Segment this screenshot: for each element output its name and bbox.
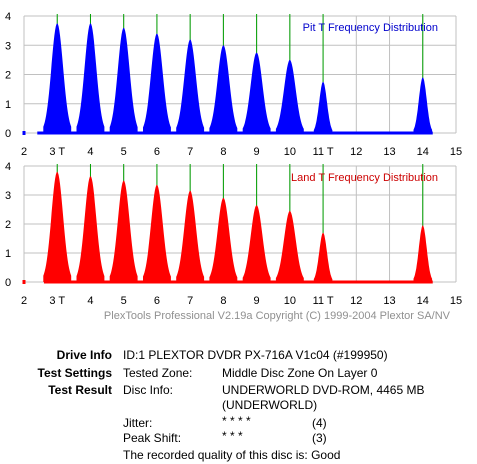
land-peak-6 [209, 197, 238, 282]
land-peak-1 [43, 171, 72, 282]
pit-origin-dot [22, 131, 26, 135]
jitter-score: (4) [312, 416, 327, 430]
land-y-tick-label: 2 [5, 219, 11, 231]
land-x-tick-label: 2 [21, 295, 27, 307]
pit-x-tick-label: 12 [350, 146, 362, 158]
tested-zone-key: Tested Zone: [123, 366, 193, 380]
land-x-tick-label: 14 [417, 295, 429, 307]
disc-info-key: Disc Info: [123, 383, 174, 397]
jitter-stars: * * * * [222, 414, 251, 428]
peak-shift-key: Peak Shift: [123, 431, 182, 445]
pit-x-tick-label: 6 [154, 146, 160, 158]
land-chart-title: Land T Frequency Distribution [291, 172, 438, 184]
land-x-tick-label: 11 T [313, 295, 334, 307]
pit-peak-10 [413, 77, 433, 133]
pit-x-tick-label: 7 [187, 146, 193, 158]
pit-x-tick-label: 10 [284, 146, 296, 158]
land-peak-5 [176, 190, 205, 282]
land-y-tick-label: 4 [5, 161, 11, 173]
land-y-tick-label: 3 [5, 190, 11, 202]
pit-x-tick-label: 13 [383, 146, 395, 158]
pit-y-tick-label: 1 [5, 99, 11, 111]
pit-x-tick-label: 8 [220, 146, 226, 158]
land-x-tick-label: 7 [187, 295, 193, 307]
pit-x-tick-label: 9 [254, 146, 260, 158]
land-peak-3 [109, 180, 138, 282]
land-y-tick-label: 0 [5, 277, 11, 289]
peak-shift-score: (3) [312, 431, 327, 445]
pit-x-tick-label: 3 T [49, 146, 65, 158]
land-x-tick-label: 6 [154, 295, 160, 307]
tested-zone-value: Middle Disc Zone On Layer 0 [222, 366, 378, 380]
land-x-tick-label: 3 T [49, 295, 65, 307]
copyright-text: PlexTools Professional V2.19a Copyright … [104, 310, 451, 322]
land-peak-2 [76, 176, 105, 282]
pit-x-tick-label: 5 [121, 146, 127, 158]
disc-info-value-line1: UNDERWORLD DVD-ROM, 4465 MB [222, 383, 425, 397]
test-settings-label: Test Settings [37, 366, 112, 380]
pit-peak-4 [143, 33, 171, 133]
pit-peak-5 [176, 39, 205, 133]
drive-info-value: ID:1 PLEXTOR DVDR PX-716A V1c04 (#199950… [123, 348, 388, 362]
land-x-tick-label: 13 [383, 295, 395, 307]
drive-info-label: Drive Info [56, 348, 112, 362]
pit-chart-title: Pit T Frequency Distribution [303, 22, 438, 34]
pit-peak-9 [313, 81, 333, 133]
land-peak-10 [413, 225, 433, 282]
pit-peak-8 [275, 59, 304, 133]
peak-shift-stars: * * * [222, 429, 243, 443]
land-y-tick-label: 1 [5, 248, 11, 260]
pit-y-tick-label: 3 [5, 40, 11, 52]
pit-x-tick-label: 4 [87, 146, 93, 158]
land-peak-8 [275, 210, 304, 282]
land-x-tick-label: 9 [254, 295, 260, 307]
land-x-tick-label: 5 [121, 295, 127, 307]
pit-peak-3 [109, 27, 138, 134]
quality-text: The recorded quality of this disc is: Go… [123, 448, 341, 462]
pit-x-tick-label: 2 [21, 146, 27, 158]
land-peak-4 [143, 184, 171, 282]
test-result-label: Test Result [48, 383, 112, 397]
land-x-tick-label: 15 [450, 295, 462, 307]
land-x-tick-label: 8 [220, 295, 226, 307]
land-x-tick-label: 12 [350, 295, 362, 307]
pit-y-tick-label: 4 [5, 11, 11, 23]
pit-x-tick-label: 15 [450, 146, 462, 158]
disc-info-value-line2: (UNDERWORLD) [222, 398, 318, 412]
pit-peak-6 [209, 45, 238, 133]
jitter-key: Jitter: [123, 416, 153, 430]
land-x-tick-label: 4 [87, 295, 93, 307]
pit-peak-7 [242, 52, 271, 133]
pit-y-tick-label: 0 [5, 128, 11, 140]
pit-x-tick-label: 14 [417, 146, 429, 158]
land-x-tick-label: 10 [284, 295, 296, 307]
pit-x-tick-label: 11 T [313, 146, 334, 158]
pit-peak-1 [43, 23, 72, 133]
land-origin-dot [22, 280, 26, 284]
land-peak-7 [242, 205, 271, 282]
pit-peak-2 [76, 23, 105, 133]
land-peak-9 [313, 232, 333, 282]
pit-y-tick-label: 2 [5, 70, 11, 82]
